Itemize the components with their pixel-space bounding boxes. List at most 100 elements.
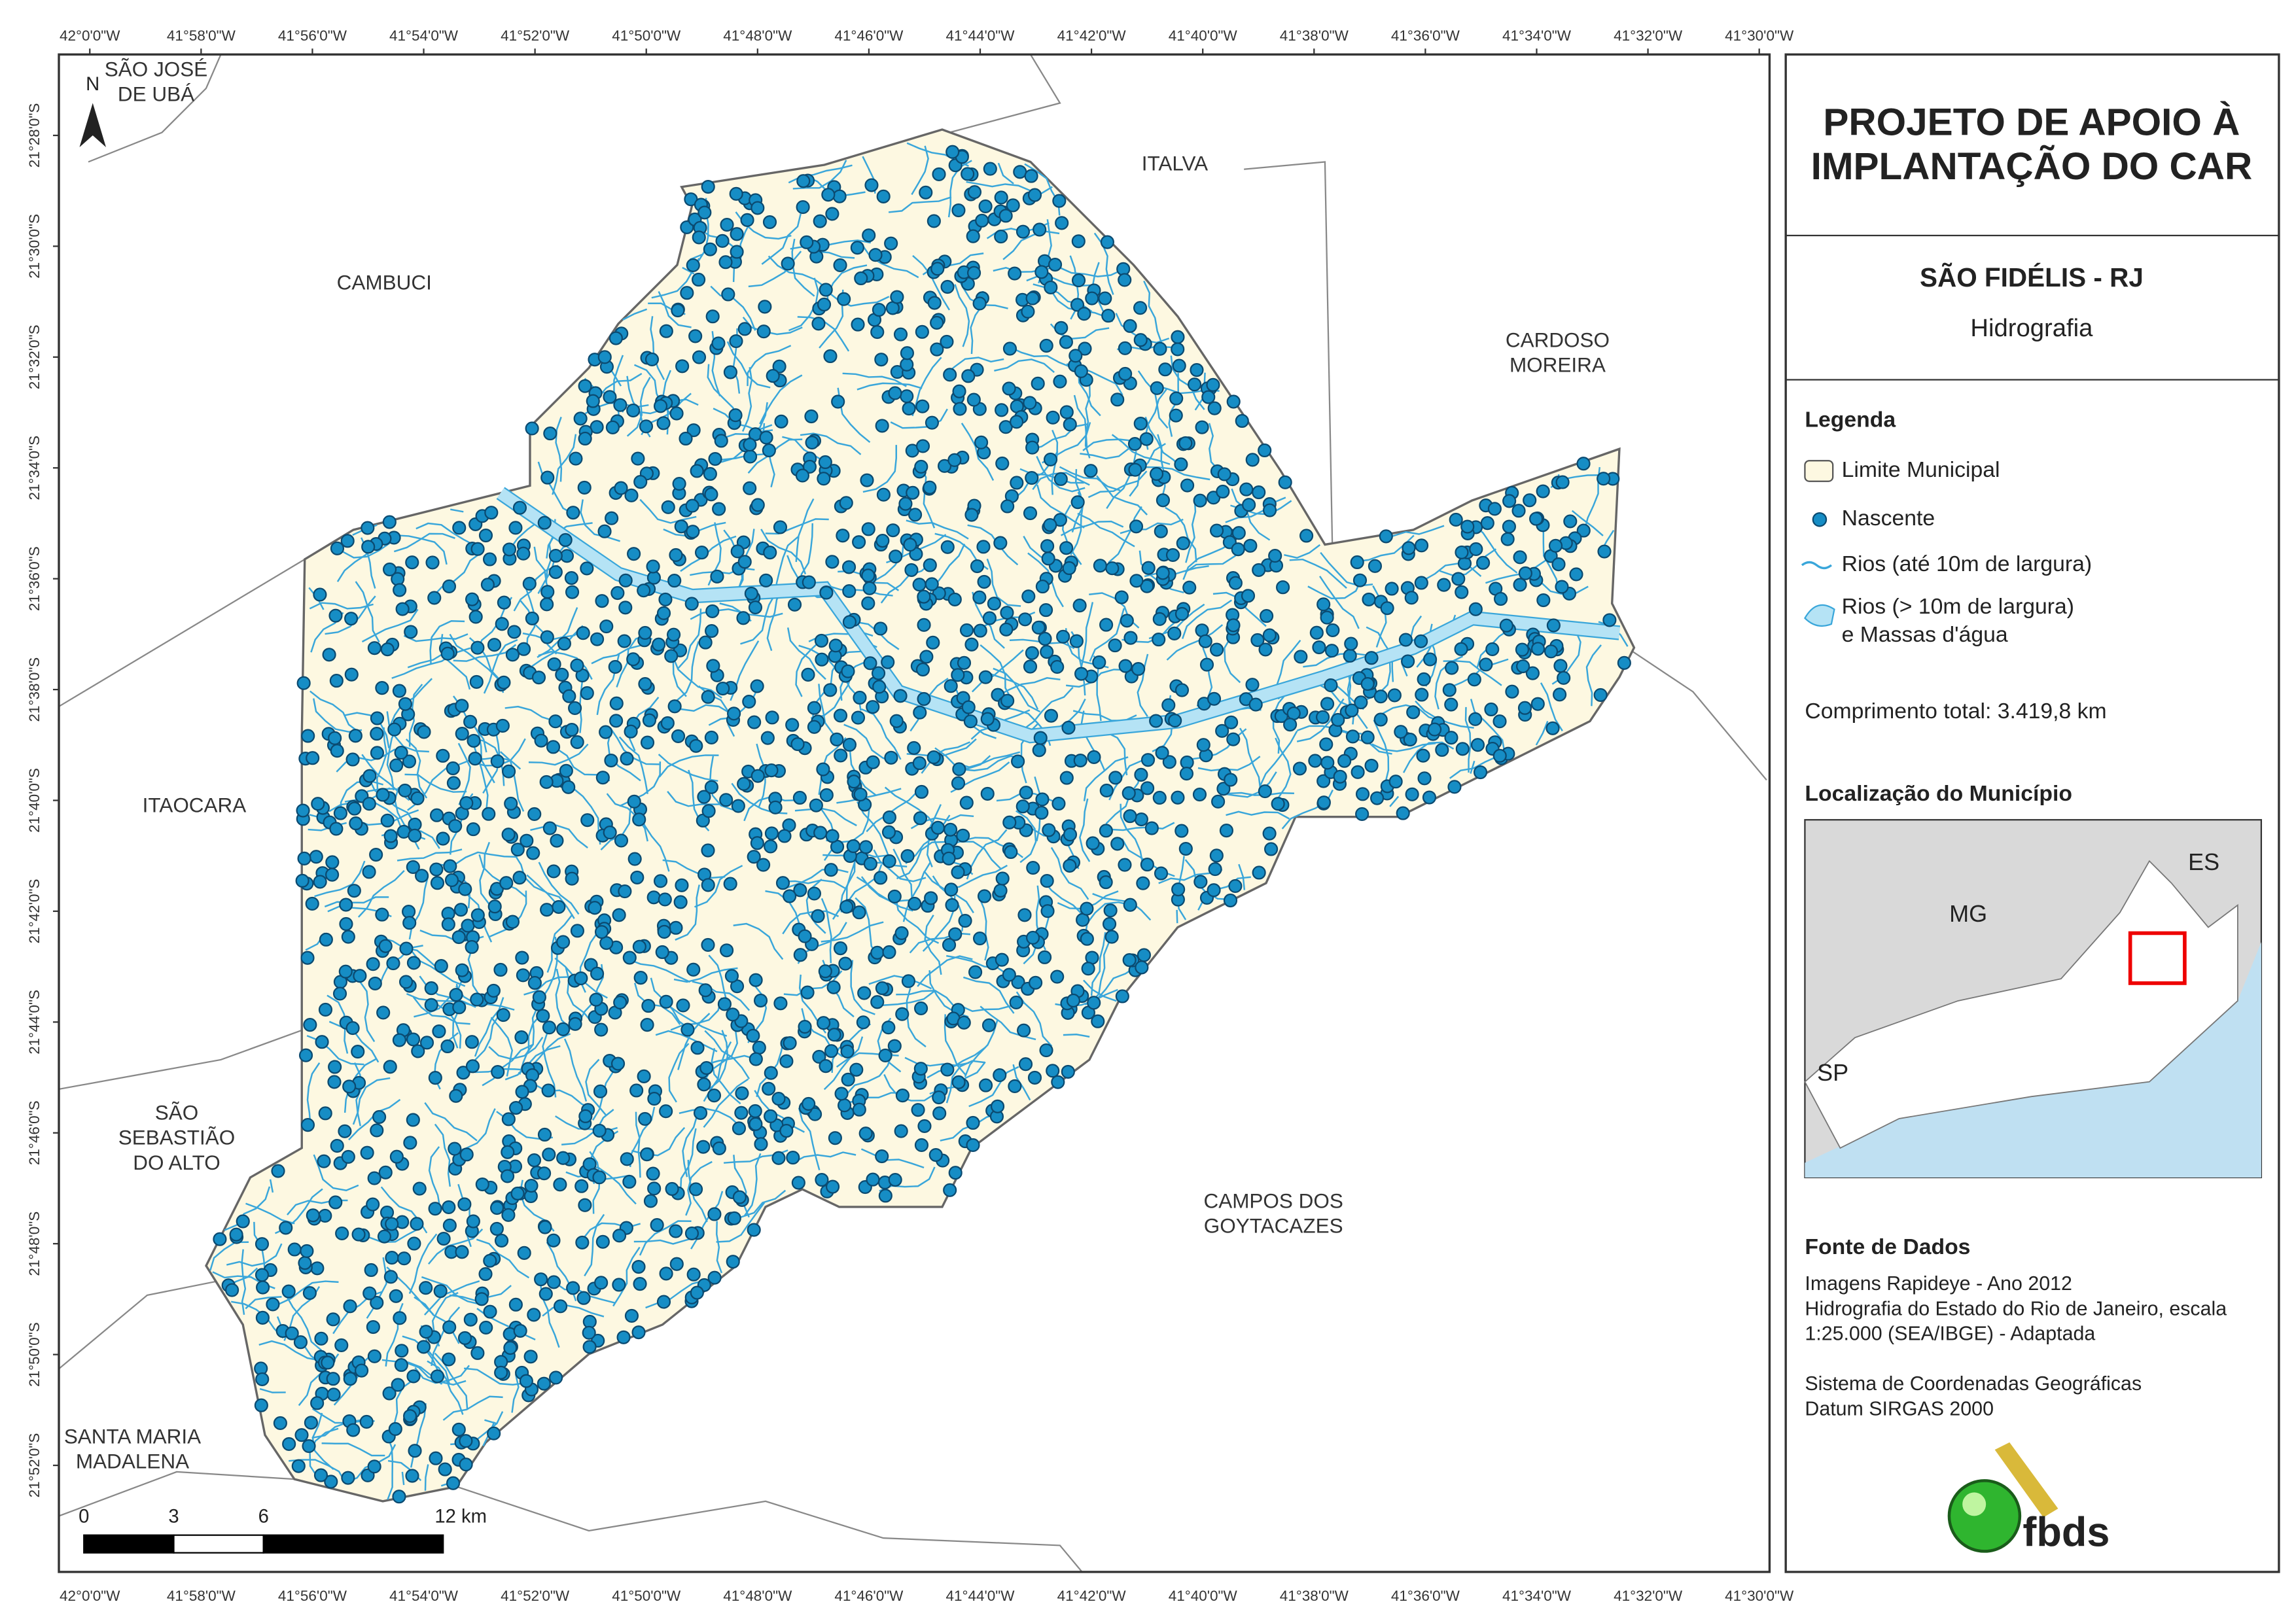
spring <box>347 801 362 816</box>
river <box>355 581 380 643</box>
spring <box>673 895 688 909</box>
spring <box>688 329 703 343</box>
river <box>658 754 718 782</box>
river <box>450 508 464 513</box>
spring <box>837 292 851 306</box>
spring <box>917 589 931 604</box>
neighbor-label: SEBASTIÃO <box>118 1126 235 1149</box>
spring <box>612 908 626 922</box>
spring <box>900 357 914 372</box>
spring <box>467 733 481 748</box>
river <box>912 254 951 311</box>
spring <box>807 701 822 715</box>
river <box>679 1128 697 1192</box>
spring <box>565 722 579 737</box>
river <box>429 620 465 664</box>
river <box>673 967 738 983</box>
spring <box>1118 858 1132 872</box>
river <box>890 408 948 429</box>
spring <box>1435 742 1449 757</box>
spring <box>1059 771 1074 785</box>
spring <box>1118 366 1133 381</box>
spring <box>386 956 400 971</box>
x-coord-label: 41°32'0"W <box>1614 1588 1683 1604</box>
spring <box>870 945 885 960</box>
logo-text: fbds <box>2022 1509 2110 1555</box>
spring <box>805 435 819 450</box>
spring <box>523 1350 538 1364</box>
spring <box>818 964 832 979</box>
spring <box>872 303 887 317</box>
legend-water-symbol <box>1804 604 1835 627</box>
spring <box>927 296 942 310</box>
spring <box>874 353 889 367</box>
spring <box>351 1227 366 1242</box>
spring <box>459 1434 473 1448</box>
river <box>1089 942 1110 1005</box>
spring <box>972 296 987 311</box>
spring <box>298 1048 313 1062</box>
spring <box>620 1152 634 1166</box>
spring <box>399 941 414 956</box>
spring <box>1364 758 1379 773</box>
spring <box>525 421 539 436</box>
spring <box>1040 644 1054 659</box>
spring <box>478 528 493 543</box>
spring <box>906 485 920 500</box>
spring <box>819 788 834 802</box>
river <box>733 1155 750 1218</box>
river <box>1050 846 1089 900</box>
spring <box>793 948 807 962</box>
river <box>433 552 482 597</box>
spring <box>1226 732 1241 746</box>
spring <box>1476 555 1491 570</box>
spring <box>1000 606 1014 620</box>
spring <box>375 907 389 922</box>
spring <box>858 1126 873 1141</box>
spring <box>1051 1075 1065 1089</box>
river <box>978 896 989 961</box>
spring <box>876 189 891 203</box>
spring <box>343 1372 357 1386</box>
spring <box>1195 420 1209 434</box>
municipality: SÃO FIDÉLIS - RJ <box>1920 262 2144 292</box>
river <box>1036 455 1086 493</box>
river <box>424 1102 478 1142</box>
spring <box>945 898 959 913</box>
spring <box>470 542 485 556</box>
spring <box>747 1223 761 1237</box>
spring <box>764 1066 778 1080</box>
spring <box>255 1237 270 1251</box>
spring <box>624 1308 639 1323</box>
spring <box>972 931 987 946</box>
spring <box>995 952 1009 967</box>
spring <box>512 500 527 515</box>
spring <box>1373 712 1388 727</box>
scale-label: 6 <box>258 1506 269 1527</box>
river <box>414 977 464 1018</box>
spring <box>833 708 848 723</box>
river <box>719 602 783 618</box>
spring <box>1414 538 1429 553</box>
spring <box>842 584 857 599</box>
spring <box>576 1291 591 1305</box>
spring <box>753 993 768 1008</box>
spring <box>478 1266 493 1282</box>
spring <box>945 145 960 159</box>
river <box>519 1013 542 1075</box>
spring <box>370 746 385 760</box>
river <box>1371 742 1436 752</box>
spring <box>696 1140 711 1154</box>
spring <box>351 1045 365 1059</box>
spring <box>860 473 874 487</box>
spring <box>475 1177 489 1192</box>
spring <box>524 1178 539 1193</box>
spring <box>1063 858 1077 873</box>
spring <box>1152 790 1167 805</box>
spring <box>928 1147 943 1162</box>
spring <box>495 617 509 631</box>
spring <box>406 1113 420 1127</box>
spring <box>1209 848 1224 863</box>
spring <box>1226 618 1241 633</box>
